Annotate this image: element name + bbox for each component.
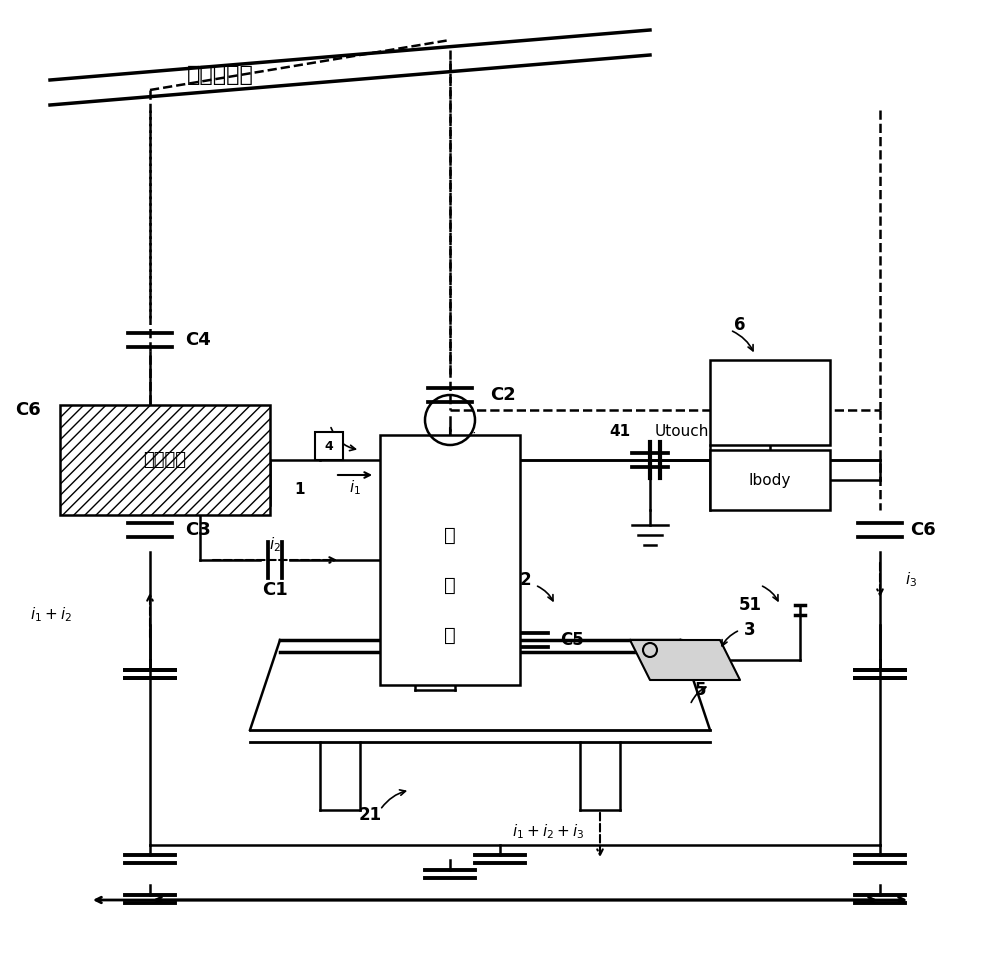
Text: 带电物体: 带电物体 [144,451,186,469]
Text: C6: C6 [15,401,41,419]
Text: C6: C6 [910,521,936,539]
Text: $i_3$: $i_3$ [470,431,482,449]
Text: 者: 者 [444,626,456,644]
Text: 试: 试 [444,575,456,594]
Text: 2: 2 [519,571,531,589]
Text: $i_3$: $i_3$ [905,570,917,589]
Text: C5: C5 [560,631,584,649]
Text: 6: 6 [734,316,746,334]
Text: 51: 51 [738,596,762,614]
Text: $i_2$: $i_2$ [269,536,281,554]
Bar [710,360,830,445]
Text: $i_1$: $i_1$ [349,479,361,497]
Text: Ibody: Ibody [749,472,791,488]
Text: C4: C4 [185,331,211,349]
Text: C2: C2 [490,386,516,404]
Text: 21: 21 [358,806,382,824]
Text: 测: 测 [444,525,456,544]
Text: 41: 41 [609,424,630,440]
Text: C1: C1 [262,581,288,599]
Bar [315,432,343,460]
Text: C3: C3 [185,521,211,539]
Text: 1: 1 [295,483,305,497]
Text: Utouch: Utouch [655,424,709,440]
Text: 3: 3 [744,621,756,639]
Bar [710,450,830,510]
Text: 4: 4 [325,440,333,452]
Bar [60,405,270,515]
Bar [380,435,520,685]
Text: 5: 5 [694,681,706,699]
Text: $i_1+i_2+i_3$: $i_1+i_2+i_3$ [512,823,585,841]
Text: $i_1+i_2$: $i_1+i_2$ [30,606,72,624]
Text: 高压输电线: 高压输电线 [187,65,253,85]
Polygon shape [630,640,740,680]
